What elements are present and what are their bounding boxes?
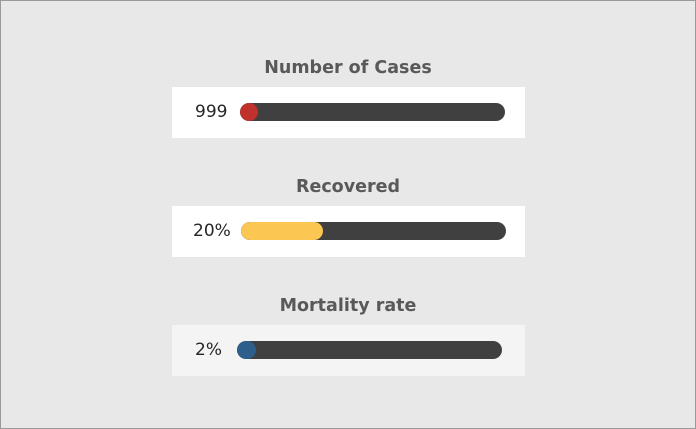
- mortality-title: Mortality rate: [279, 296, 417, 316]
- cases-value: 999: [195, 102, 228, 122]
- cases-progress-fill: [240, 103, 258, 121]
- mortality-card: 2%: [172, 325, 525, 376]
- mortality-value: 2%: [195, 340, 222, 360]
- cases-title: Number of Cases: [264, 58, 432, 78]
- recovered-title: Recovered: [295, 177, 401, 197]
- cases-card: 999: [172, 87, 525, 138]
- cases-progress-track: [240, 103, 505, 121]
- mortality-progress-track: [237, 341, 502, 359]
- recovered-value: 20%: [193, 221, 231, 241]
- mortality-progress-fill: [237, 341, 256, 359]
- recovered-progress-track: [241, 222, 506, 240]
- recovered-progress-fill: [241, 222, 324, 240]
- recovered-card: 20%: [172, 206, 525, 257]
